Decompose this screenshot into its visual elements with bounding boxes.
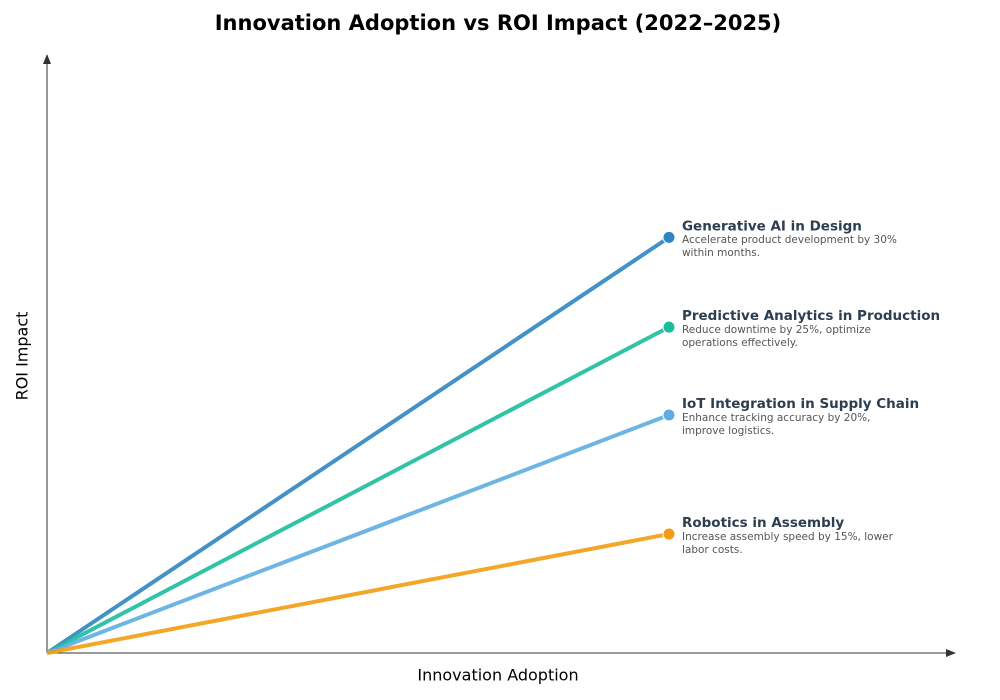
annotation-title: Robotics in Assembly	[682, 515, 844, 531]
end-marker	[662, 527, 676, 541]
chart-title: Innovation Adoption vs ROI Impact (2022–…	[215, 11, 782, 35]
end-marker	[662, 230, 676, 244]
annotation-title: Generative AI in Design	[682, 218, 862, 234]
annotation-description: Enhance tracking accuracy by 20%, improv…	[681, 411, 871, 437]
annotation-description: Accelerate product development by 30% wi…	[681, 234, 897, 260]
y-axis-label: ROI Impact	[13, 312, 32, 401]
x-axis-label: Innovation Adoption	[417, 666, 578, 685]
series-line	[46, 413, 670, 655]
annotation-box: Accelerate product development by 30% wi…	[681, 234, 897, 260]
series-line	[46, 532, 670, 655]
annotation-description: Reduce downtime by 25%, optimize operati…	[681, 324, 872, 350]
series-line	[45, 235, 671, 655]
x-axis-arrow	[946, 649, 956, 657]
annotation-box: Enhance tracking accuracy by 20%, improv…	[681, 411, 871, 437]
annotation-box: Reduce downtime by 25%, optimize operati…	[681, 324, 872, 350]
end-marker	[662, 320, 676, 334]
y-axis-arrow	[43, 54, 51, 64]
annotation-title: Predictive Analytics in Production	[682, 308, 940, 324]
annotation-title: IoT Integration in Supply Chain	[682, 396, 919, 412]
annotation-description: Increase assembly speed by 15%, lower la…	[681, 530, 893, 556]
end-marker	[662, 408, 676, 422]
series-line	[46, 325, 670, 655]
annotation-box: Increase assembly speed by 15%, lower la…	[681, 530, 893, 556]
